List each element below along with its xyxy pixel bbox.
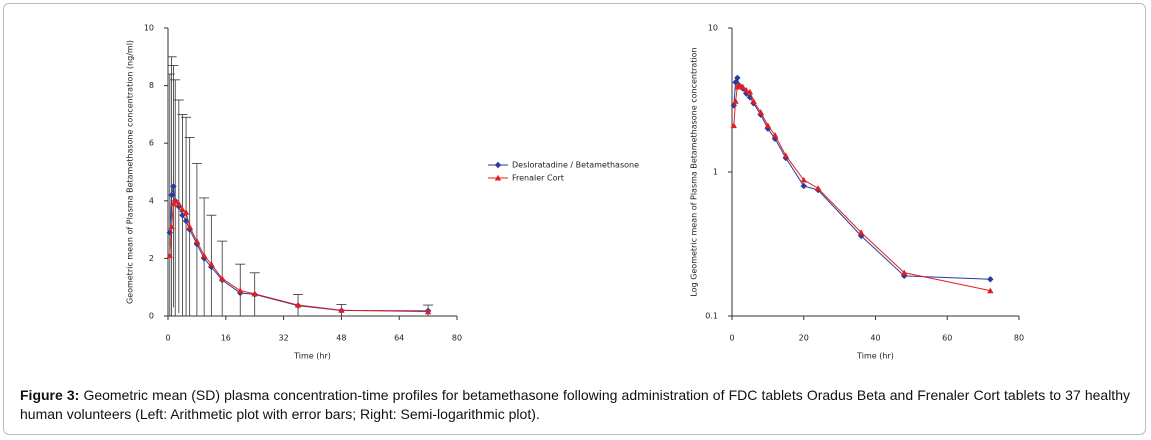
marker [200, 252, 208, 259]
marker [857, 229, 865, 236]
marker [338, 307, 345, 313]
marker [734, 74, 741, 82]
caption-text: Geometric mean (SD) plasma concentration… [20, 387, 1130, 422]
marker [739, 83, 746, 90]
frame [3, 3, 1146, 435]
marker [208, 260, 215, 267]
marker [901, 272, 908, 280]
x-tick-label: 40 [870, 334, 880, 343]
marker [764, 122, 772, 129]
x-tick-label: 80 [452, 334, 462, 343]
series-line [733, 76, 991, 280]
y-axis-label: Geometric mean of Plasma Betamethasone c… [126, 40, 135, 304]
marker [771, 135, 779, 143]
x-tick-label: 0 [165, 334, 170, 343]
marker [782, 152, 790, 159]
marker [746, 88, 754, 95]
marker [200, 255, 208, 262]
marker [730, 102, 737, 109]
x-tick-label: 0 [729, 334, 734, 343]
marker [166, 252, 174, 259]
error-bars [168, 56, 434, 316]
marker [182, 217, 190, 225]
marker [172, 197, 179, 204]
legend-label: Desloratadine / Betamethasone [512, 161, 639, 170]
y-axis-label: Log Geometric mean of Plasma Betamethaso… [690, 47, 699, 296]
y-tick-label: 0.1 [705, 312, 718, 321]
marker [771, 132, 779, 138]
marker [987, 287, 994, 294]
y-tick-label: 1 [713, 168, 718, 177]
marker [750, 98, 757, 104]
marker [179, 206, 186, 212]
y-tick-label: 8 [149, 81, 154, 90]
series-line [169, 200, 429, 313]
marker [732, 98, 739, 104]
legend-marker [494, 161, 502, 169]
y-tick-label: 6 [149, 139, 154, 148]
caption-label: Figure 3: [20, 387, 80, 403]
marker [175, 200, 183, 207]
series-line [169, 186, 429, 312]
x-tick-label: 48 [336, 334, 346, 343]
marker [730, 122, 737, 129]
marker [251, 290, 258, 297]
series-line [733, 84, 991, 292]
marker [814, 185, 822, 191]
marker [901, 269, 908, 276]
marker [800, 176, 807, 183]
marker [735, 82, 743, 88]
marker [732, 79, 739, 86]
x-tick-label: 60 [942, 334, 952, 343]
marker [800, 182, 807, 190]
marker [193, 237, 201, 244]
marker [237, 287, 244, 294]
x-tick-label: 64 [394, 334, 404, 343]
marker [294, 301, 302, 308]
marker [168, 191, 175, 199]
caption: Figure 3: Geometric mean (SD) plasma con… [20, 386, 1130, 424]
marker [170, 183, 177, 190]
marker [424, 308, 432, 315]
x-tick-label: 16 [221, 334, 231, 343]
marker [757, 109, 764, 115]
y-tick-label: 4 [149, 196, 154, 205]
marker [168, 223, 175, 230]
y-tick-label: 10 [144, 24, 154, 33]
x-axis-label: Time (hr) [856, 352, 894, 361]
marker [182, 209, 190, 215]
y-tick-label: 10 [708, 24, 718, 33]
marker [987, 276, 994, 283]
marker [743, 86, 750, 93]
marker [186, 223, 193, 230]
marker [218, 275, 226, 282]
marker [743, 90, 750, 97]
x-tick-label: 80 [1014, 334, 1024, 343]
x-axis-label: Time (hr) [293, 352, 331, 361]
y-tick-label: 2 [149, 254, 154, 263]
x-tick-label: 32 [279, 334, 289, 343]
legend-marker [494, 174, 502, 181]
legend-label: Frenaler Cort [512, 174, 564, 183]
x-tick-label: 20 [799, 334, 809, 343]
y-tick-label: 0 [149, 312, 154, 321]
